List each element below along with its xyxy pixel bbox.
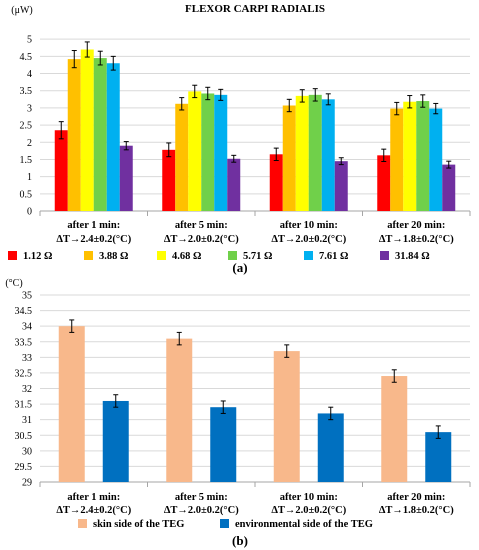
y-tick-label: 33.5	[15, 337, 33, 348]
figure-label-b: (b)	[232, 533, 248, 548]
legend-label: 31.84 Ω	[395, 251, 430, 262]
y-axis-label: (°C)	[5, 278, 22, 289]
bar	[119, 145, 133, 211]
legend-label: 4.68 Ω	[172, 251, 201, 262]
bar	[188, 91, 202, 211]
legend-swatch	[380, 251, 389, 260]
legend-swatch	[157, 251, 166, 260]
x-category-label: after 5 min:	[175, 220, 228, 231]
bar	[295, 95, 309, 211]
y-tick-label: 33	[22, 353, 32, 364]
x-category-label: after 20 min:	[387, 492, 445, 503]
y-tick-label: 34.5	[15, 306, 33, 317]
legend-swatch	[78, 519, 87, 528]
legend-swatch	[220, 519, 229, 528]
bar	[442, 164, 456, 211]
bar	[308, 94, 322, 211]
bar	[273, 351, 300, 482]
legend-label: 3.88 Ω	[99, 251, 128, 262]
y-tick-label: 4	[27, 69, 32, 80]
bar	[227, 158, 241, 211]
bar	[390, 108, 404, 211]
legend-swatch	[8, 251, 17, 260]
bar	[377, 155, 391, 211]
legend-label: environmental side of the TEG	[235, 519, 373, 530]
y-tick-label: 31.5	[15, 400, 33, 411]
figure-label-a: (a)	[232, 260, 247, 275]
y-tick-label: 35	[22, 291, 32, 302]
x-category-sublabel: ΔT→1.8±0.2(°C)	[379, 505, 454, 516]
y-tick-label: 3	[27, 103, 32, 114]
bar	[54, 130, 68, 211]
bar	[210, 407, 237, 482]
y-tick-label: 0.5	[20, 189, 33, 200]
bar	[317, 413, 344, 482]
y-tick-label: 29	[22, 478, 32, 489]
bar	[334, 161, 348, 211]
y-tick-label: 1.5	[20, 155, 33, 166]
bar	[282, 105, 296, 211]
x-category-label: after 10 min:	[280, 492, 338, 503]
x-category-sublabel: ΔT→1.8±0.2(°C)	[379, 234, 454, 245]
chart-title: FLEXOR CARPI RADIALIS	[185, 3, 325, 15]
y-tick-label: 5	[27, 35, 32, 46]
bar	[403, 101, 417, 211]
bar	[321, 99, 335, 211]
bar	[80, 49, 94, 212]
bar	[102, 400, 129, 482]
legend-label: skin side of the TEG	[93, 519, 184, 530]
bar	[381, 376, 408, 482]
bar	[429, 108, 443, 211]
x-category-label: after 1 min:	[67, 220, 120, 231]
y-tick-label: 0	[27, 207, 32, 218]
y-tick-label: 30.5	[15, 431, 33, 442]
y-tick-label: 31	[22, 415, 32, 426]
x-category-sublabel: ΔT→2.0±0.2(°C)	[271, 505, 346, 516]
bar	[58, 326, 85, 482]
y-tick-label: 1	[27, 172, 32, 183]
bar	[214, 94, 228, 211]
bar	[166, 338, 193, 482]
y-axis-label: (μW)	[11, 5, 32, 16]
y-tick-label: 29.5	[15, 462, 33, 473]
y-tick-label: 32.5	[15, 368, 33, 379]
x-category-label: after 5 min:	[175, 492, 228, 503]
x-category-label: after 1 min:	[67, 492, 120, 503]
y-tick-label: 34	[22, 322, 32, 333]
bar	[106, 63, 120, 212]
y-tick-label: 30	[22, 446, 32, 457]
y-tick-label: 4.5	[20, 52, 33, 63]
x-category-label: after 10 min:	[280, 220, 338, 231]
y-tick-label: 2.5	[20, 121, 33, 132]
bar	[201, 93, 215, 211]
legend-swatch	[84, 251, 93, 260]
legend-label: 5.71 Ω	[243, 251, 272, 262]
bar	[269, 154, 283, 211]
x-category-label: after 20 min:	[387, 220, 445, 231]
bar	[67, 59, 81, 211]
x-category-sublabel: ΔT→2.4±0.2(°C)	[56, 505, 131, 516]
legend-label: 1.12 Ω	[23, 251, 52, 262]
y-tick-label: 2	[27, 138, 32, 149]
legend-label: 7.61 Ω	[319, 251, 348, 262]
bar	[162, 149, 176, 211]
bar	[416, 101, 430, 211]
x-category-sublabel: ΔT→2.0±0.2(°C)	[164, 505, 239, 516]
bar	[425, 432, 452, 482]
bar	[93, 58, 107, 211]
y-tick-label: 32	[22, 384, 32, 395]
x-category-sublabel: ΔT→2.0±0.2(°C)	[271, 234, 346, 245]
x-category-sublabel: ΔT→2.4±0.2(°C)	[56, 234, 131, 245]
y-tick-label: 3.5	[20, 86, 33, 97]
bar	[175, 103, 189, 211]
x-category-sublabel: ΔT→2.0±0.2(°C)	[164, 234, 239, 245]
legend-swatch	[304, 251, 313, 260]
legend-swatch	[228, 251, 237, 260]
